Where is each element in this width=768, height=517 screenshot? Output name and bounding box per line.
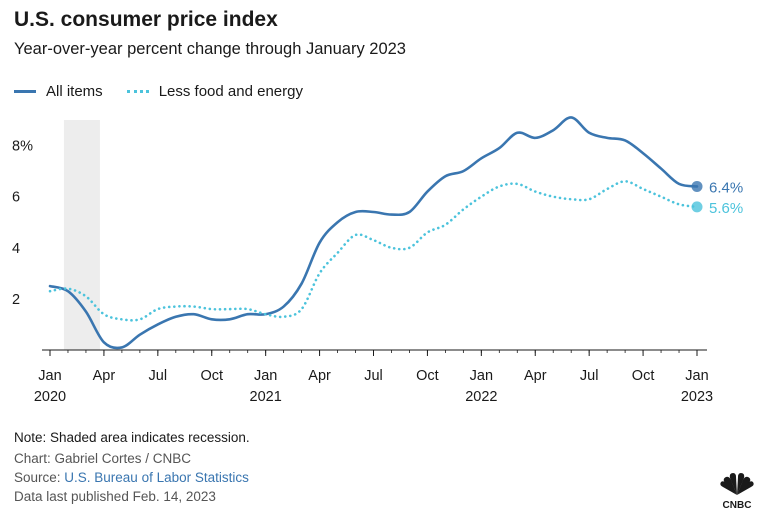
legend-item-all-items: All items — [14, 83, 103, 100]
x-tick-year-label: 2021 — [250, 389, 282, 405]
x-tick-label: Oct — [416, 368, 439, 384]
x-tick-label: Apr — [308, 368, 331, 384]
series-less-food-energy-end-point — [691, 201, 703, 213]
series-all-items-line — [48, 116, 699, 350]
x-tick-year-label: 2020 — [34, 389, 66, 405]
x-tick-label: Oct — [632, 368, 655, 384]
legend: All items Less food and energy — [14, 83, 327, 100]
legend-label-core: Less food and energy — [158, 83, 303, 100]
logo-wordmark: CNBC — [723, 500, 752, 510]
published-date: Data last published Feb. 14, 2023 — [14, 489, 216, 504]
y-tick-label: 2 — [12, 292, 20, 308]
label-layer: 6.4% 5.6% — [691, 179, 743, 217]
cpi-line-chart: 8% 6 4 2 Jan 2020 Apr Jul Oct Jan 2021 Apr Jul Oct Jan… — [12, 116, 743, 405]
legend-label-all-items: All items — [46, 83, 103, 100]
y-tick-label: 8% — [12, 139, 33, 155]
recession-layer — [63, 120, 100, 350]
source-link[interactable]: U.S. Bureau of Labor Statistics — [64, 470, 249, 485]
series-all-items-end-label: 6.4% — [709, 179, 743, 196]
chart-credit: Chart: Gabriel Cortes / CNBC — [14, 451, 192, 466]
x-tick-year-label: 2022 — [465, 389, 497, 405]
x-tick-label: Jan — [254, 368, 277, 384]
x-tick-label: Jul — [364, 368, 383, 384]
axis-layer: 8% 6 4 2 Jan 2020 Apr Jul Oct Jan 2021 Apr Jul Oct Jan… — [12, 139, 713, 405]
x-tick-label: Jul — [149, 368, 168, 384]
cnbc-peacock-logo-icon: CNBC — [720, 473, 754, 510]
x-tick-label: Apr — [524, 368, 547, 384]
recession-shade — [63, 120, 100, 350]
x-tick-label: Jan — [470, 368, 493, 384]
series-less-food-energy-end-label: 5.6% — [709, 200, 743, 217]
series-less-food-energy-line — [48, 180, 699, 322]
x-tick-label: Jan — [685, 368, 708, 384]
x-tick-year-label: 2023 — [681, 389, 713, 405]
x-tick-label: Oct — [200, 368, 223, 384]
legend-item-core: Less food and energy — [126, 83, 303, 100]
chart-title: U.S. consumer price index — [14, 8, 278, 31]
x-tick-label: Jan — [38, 368, 61, 384]
series-layer — [48, 116, 699, 350]
data-source: Source: U.S. Bureau of Labor Statistics — [14, 470, 249, 485]
series-all-items-end-point — [691, 180, 703, 192]
x-tick-label: Apr — [93, 368, 116, 384]
y-tick-label: 4 — [12, 241, 20, 257]
legend-swatch-dotted-line — [126, 90, 149, 93]
y-tick-label: 6 — [12, 190, 20, 206]
source-prefix: Source: — [14, 470, 65, 485]
legend-swatch-solid-line — [14, 90, 36, 93]
chart-subtitle: Year-over-year percent change through Ja… — [14, 40, 406, 58]
footnote-recession: Note: Shaded area indicates recession. — [14, 430, 250, 445]
x-tick-label: Jul — [580, 368, 599, 384]
